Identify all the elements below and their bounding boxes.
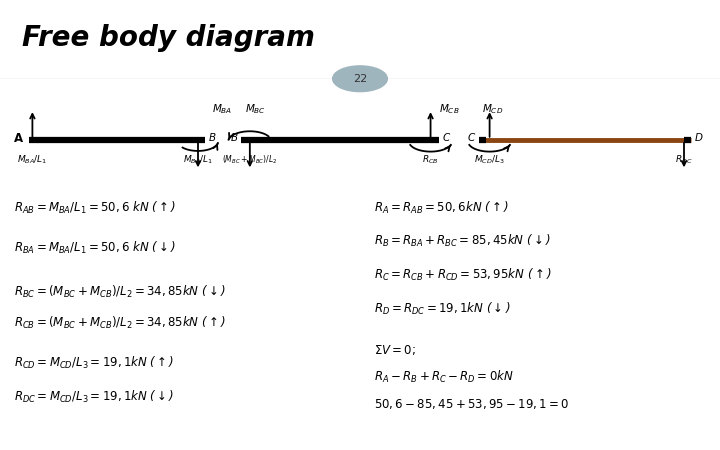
Text: B: B	[209, 133, 216, 143]
Text: $M_{BA}$: $M_{BA}$	[212, 102, 233, 116]
Text: $R_{CD}=M_{CD}/L_3=19,1$kN ($\uparrow$): $R_{CD}=M_{CD}/L_3=19,1$kN ($\uparrow$)	[14, 356, 175, 371]
Text: C: C	[468, 133, 475, 143]
Text: $R_{BA}=M_{BA}/L_1=50,6$ kN ($\downarrow$): $R_{BA}=M_{BA}/L_1=50,6$ kN ($\downarrow…	[14, 240, 177, 256]
Text: $M_{BA}/L_1$: $M_{BA}/L_1$	[183, 153, 213, 166]
Text: $R_{DC}$: $R_{DC}$	[675, 153, 693, 166]
Text: B: B	[230, 133, 238, 143]
Text: $M_{BA}/L_1$: $M_{BA}/L_1$	[17, 153, 48, 166]
Text: $50,6-85,45+53,95-19,1=0$: $50,6-85,45+53,95-19,1=0$	[374, 397, 570, 411]
Text: Manuela Olbrysson: Manuela Olbrysson	[14, 430, 108, 441]
Text: $R_{DC}=M_{CD}/L_3=19,1$kN ($\downarrow$): $R_{DC}=M_{CD}/L_3=19,1$kN ($\downarrow$…	[14, 389, 175, 405]
Text: $R_{AB}=M_{BA}/L_1=50,6$ kN ($\uparrow$): $R_{AB}=M_{BA}/L_1=50,6$ kN ($\uparrow$)	[14, 199, 177, 216]
Text: A: A	[14, 131, 23, 144]
Text: Free body diagram: Free body diagram	[22, 24, 315, 52]
Text: $R_B=R_{BA}+R_{BC}=85,45$kN ($\downarrow$): $R_B=R_{BA}+R_{BC}=85,45$kN ($\downarrow…	[374, 234, 552, 249]
Text: C: C	[443, 133, 450, 143]
Circle shape	[333, 66, 387, 92]
Text: 22: 22	[353, 74, 367, 84]
Text: $R_{BC}=(M_{BC}+M_{CB})/L_2=34,85$kN ($\downarrow$): $R_{BC}=(M_{BC}+M_{CB})/L_2=34,85$kN ($\…	[14, 284, 226, 300]
Text: $M_{CD}/L_3$: $M_{CD}/L_3$	[474, 153, 505, 166]
Text: $M_{CB}$: $M_{CB}$	[439, 102, 460, 116]
Text: $R_C= R_{CB}+R_{CD}=53,95$kN ($\uparrow$): $R_C= R_{CB}+R_{CD}=53,95$kN ($\uparrow$…	[374, 267, 552, 284]
Text: D: D	[695, 133, 703, 143]
Text: $R_{CB}=(M_{BC}+M_{CB})/L_2=34,85$kN ($\uparrow$): $R_{CB}=(M_{BC}+M_{CB})/L_2=34,85$kN ($\…	[14, 315, 226, 331]
Text: $M_{CD}$: $M_{CD}$	[482, 102, 504, 116]
Text: $M_{BC}$: $M_{BC}$	[245, 102, 266, 116]
Text: $(M_{BC}+M_{BC})/L_2$: $(M_{BC}+M_{BC})/L_2$	[222, 153, 278, 166]
Text: $\Sigma V=0;$: $\Sigma V=0;$	[374, 343, 416, 357]
Text: $R_A-R_B+R_C-R_D=0$kN: $R_A-R_B+R_C-R_D=0$kN	[374, 369, 514, 385]
Text: $R_A=R_{AB}=50,6$kN ($\uparrow$): $R_A=R_{AB}=50,6$kN ($\uparrow$)	[374, 199, 509, 216]
Text: $R_{CB}$: $R_{CB}$	[422, 153, 439, 166]
Text: $R_D=R_{DC}=19,1$kN ($\downarrow$): $R_D=R_{DC}=19,1$kN ($\downarrow$)	[374, 301, 511, 317]
